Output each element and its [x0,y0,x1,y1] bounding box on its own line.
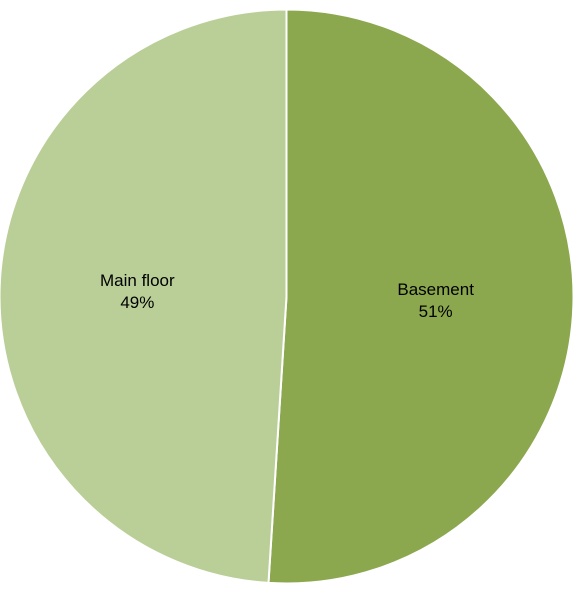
slice-label-basement: Basement [397,280,474,299]
pie-slice-main-floor [0,8,288,584]
pie-slices [0,8,573,585]
pie-slice-basement [267,8,573,585]
slice-value-main-floor: 49% [120,293,154,312]
slice-label-main-floor: Main floor [100,271,175,290]
pie-labels: Basement 51% Main floor 49% [100,271,474,321]
slice-value-basement: 51% [419,302,453,321]
